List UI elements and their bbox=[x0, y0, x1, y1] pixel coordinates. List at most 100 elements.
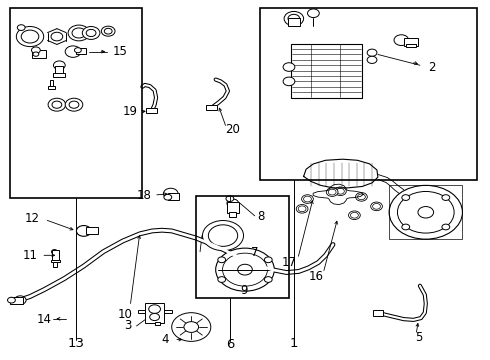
Circle shape bbox=[72, 28, 86, 38]
Text: 13: 13 bbox=[68, 337, 85, 350]
Circle shape bbox=[164, 194, 171, 200]
Circle shape bbox=[265, 276, 272, 282]
Bar bbox=[155, 321, 160, 325]
Text: 4: 4 bbox=[162, 333, 169, 346]
Circle shape bbox=[389, 185, 463, 239]
Text: 5: 5 bbox=[415, 331, 422, 344]
Text: 19: 19 bbox=[122, 105, 138, 118]
Circle shape bbox=[86, 30, 96, 37]
Text: 18: 18 bbox=[136, 189, 151, 202]
Bar bbox=[292, 44, 362, 98]
Circle shape bbox=[402, 195, 410, 201]
Text: 9: 9 bbox=[240, 284, 247, 297]
Bar bbox=[53, 262, 57, 267]
Bar bbox=[288, 18, 300, 26]
Text: 7: 7 bbox=[251, 246, 258, 259]
Bar bbox=[147, 108, 157, 113]
Text: 10: 10 bbox=[118, 308, 133, 321]
Circle shape bbox=[184, 321, 198, 332]
Circle shape bbox=[208, 225, 238, 246]
Text: 8: 8 bbox=[257, 210, 265, 223]
Polygon shape bbox=[304, 159, 378, 188]
Circle shape bbox=[335, 187, 346, 195]
Circle shape bbox=[21, 30, 39, 43]
Bar bbox=[10, 297, 23, 304]
Text: 14: 14 bbox=[37, 313, 52, 327]
Bar bbox=[10, 8, 143, 198]
Text: 2: 2 bbox=[428, 60, 436, 73]
Circle shape bbox=[218, 257, 225, 263]
Circle shape bbox=[216, 248, 274, 291]
Bar bbox=[196, 196, 289, 298]
Circle shape bbox=[101, 26, 115, 36]
Circle shape bbox=[33, 52, 39, 56]
Circle shape bbox=[265, 257, 272, 263]
Circle shape bbox=[358, 194, 366, 200]
Circle shape bbox=[284, 12, 304, 26]
Circle shape bbox=[288, 14, 300, 23]
Circle shape bbox=[150, 314, 159, 320]
Text: 15: 15 bbox=[113, 45, 128, 58]
Circle shape bbox=[16, 27, 44, 46]
Circle shape bbox=[218, 276, 225, 282]
Circle shape bbox=[302, 195, 313, 203]
Bar bbox=[76, 48, 86, 54]
Text: 16: 16 bbox=[308, 270, 323, 283]
Circle shape bbox=[227, 199, 239, 208]
Text: 20: 20 bbox=[225, 123, 240, 136]
Bar bbox=[260, 8, 477, 180]
Circle shape bbox=[283, 63, 295, 71]
Circle shape bbox=[350, 212, 358, 218]
Text: 11: 11 bbox=[23, 249, 37, 262]
Bar bbox=[406, 44, 416, 47]
Circle shape bbox=[283, 77, 295, 86]
Circle shape bbox=[68, 25, 90, 41]
Circle shape bbox=[82, 27, 100, 40]
Circle shape bbox=[367, 56, 377, 63]
Circle shape bbox=[17, 25, 25, 31]
Circle shape bbox=[296, 204, 308, 213]
Circle shape bbox=[31, 47, 40, 53]
Circle shape bbox=[7, 297, 15, 303]
Circle shape bbox=[370, 202, 382, 211]
Bar bbox=[138, 310, 145, 314]
Bar bbox=[206, 105, 217, 111]
Circle shape bbox=[65, 98, 83, 111]
Text: 12: 12 bbox=[25, 212, 40, 225]
Circle shape bbox=[53, 61, 65, 69]
Bar bbox=[389, 185, 463, 239]
Bar bbox=[373, 310, 383, 316]
Bar bbox=[53, 73, 65, 77]
Circle shape bbox=[163, 188, 178, 199]
Text: 17: 17 bbox=[281, 256, 296, 269]
Circle shape bbox=[418, 207, 434, 218]
Circle shape bbox=[442, 195, 450, 201]
Text: 1: 1 bbox=[290, 337, 298, 350]
Circle shape bbox=[397, 192, 454, 233]
Circle shape bbox=[348, 211, 360, 220]
Circle shape bbox=[104, 28, 112, 34]
Circle shape bbox=[48, 98, 66, 111]
Circle shape bbox=[328, 189, 336, 195]
Bar bbox=[164, 310, 171, 314]
Circle shape bbox=[337, 188, 344, 194]
Bar bbox=[168, 193, 178, 200]
Circle shape bbox=[226, 196, 234, 202]
Bar bbox=[86, 226, 98, 234]
Circle shape bbox=[202, 221, 244, 251]
Circle shape bbox=[76, 226, 91, 236]
Circle shape bbox=[74, 48, 81, 53]
Circle shape bbox=[69, 101, 79, 108]
Bar bbox=[51, 260, 60, 262]
Bar bbox=[404, 38, 418, 45]
Circle shape bbox=[356, 193, 368, 201]
Circle shape bbox=[442, 224, 450, 230]
Circle shape bbox=[51, 249, 57, 254]
Circle shape bbox=[52, 101, 62, 108]
Bar bbox=[32, 50, 46, 58]
Bar bbox=[229, 212, 236, 217]
Circle shape bbox=[172, 313, 211, 341]
Bar bbox=[145, 303, 164, 323]
Bar bbox=[227, 202, 239, 213]
Circle shape bbox=[304, 196, 311, 202]
